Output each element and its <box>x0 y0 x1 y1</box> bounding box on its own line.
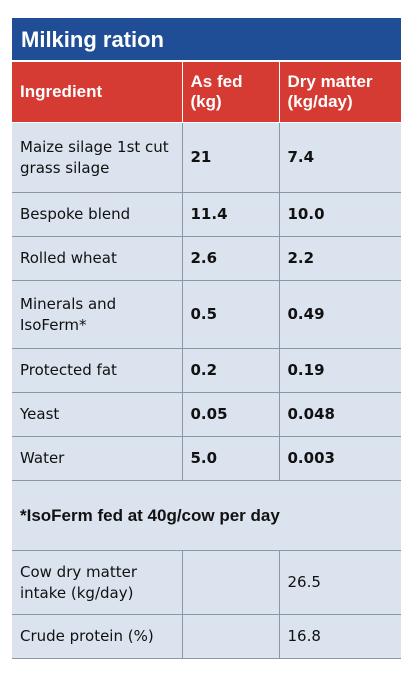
summary-as-fed <box>182 550 280 615</box>
dry-matter-cell: 10.0 <box>279 192 401 237</box>
table-row: Maize silage 1st cut grass silage 21 7.4 <box>12 122 401 193</box>
summary-label: Cow dry matter intake (kg/day) <box>12 550 183 615</box>
milking-ration-table-card: Milking ration Ingredient As fed (kg) Dr… <box>12 18 401 659</box>
dry-matter-cell: 2.2 <box>279 236 401 281</box>
summary-row: Cow dry matter intake (kg/day) 26.5 <box>12 550 401 615</box>
as-fed-cell: 11.4 <box>182 192 280 237</box>
summary-label: Crude protein (%) <box>12 614 183 659</box>
as-fed-cell: 0.5 <box>182 280 280 349</box>
as-fed-cell: 21 <box>182 122 280 193</box>
ingredient-cell: Protected fat <box>12 348 183 393</box>
dry-matter-cell: 0.048 <box>279 392 401 437</box>
table-row: Rolled wheat 2.6 2.2 <box>12 236 401 281</box>
as-fed-cell: 5.0 <box>182 436 280 481</box>
header-as-fed: As fed (kg) <box>182 62 280 123</box>
ration-table: Ingredient As fed (kg) Dry matter (kg/da… <box>12 62 401 659</box>
summary-as-fed <box>182 614 280 659</box>
dry-matter-cell: 0.49 <box>279 280 401 349</box>
ingredient-cell: Maize silage 1st cut grass silage <box>12 122 183 193</box>
header-dry-matter: Dry matter (kg/day) <box>279 62 401 123</box>
as-fed-cell: 2.6 <box>182 236 280 281</box>
dry-matter-cell: 0.19 <box>279 348 401 393</box>
footnote: *IsoFerm fed at 40g/cow per day <box>12 480 401 551</box>
dry-matter-cell: 7.4 <box>279 122 401 193</box>
summary-row: Crude protein (%) 16.8 <box>12 614 401 659</box>
footnote-row: *IsoFerm fed at 40g/cow per day <box>12 480 401 551</box>
table-row: Protected fat 0.2 0.19 <box>12 348 401 393</box>
as-fed-cell: 0.2 <box>182 348 280 393</box>
summary-dry-matter: 16.8 <box>279 614 401 659</box>
table-row: Bespoke blend 11.4 10.0 <box>12 192 401 237</box>
ingredient-cell: Yeast <box>12 392 183 437</box>
table-row: Yeast 0.05 0.048 <box>12 392 401 437</box>
dry-matter-cell: 0.003 <box>279 436 401 481</box>
ingredient-cell: Bespoke blend <box>12 192 183 237</box>
ingredient-cell: Minerals and IsoFerm* <box>12 280 183 349</box>
table-row: Minerals and IsoFerm* 0.5 0.49 <box>12 280 401 349</box>
as-fed-cell: 0.05 <box>182 392 280 437</box>
table-title: Milking ration <box>12 18 401 62</box>
ingredient-cell: Rolled wheat <box>12 236 183 281</box>
header-ingredient: Ingredient <box>12 62 183 123</box>
summary-dry-matter: 26.5 <box>279 550 401 615</box>
table-row: Water 5.0 0.003 <box>12 436 401 481</box>
header-row: Ingredient As fed (kg) Dry matter (kg/da… <box>12 62 401 123</box>
ingredient-cell: Water <box>12 436 183 481</box>
